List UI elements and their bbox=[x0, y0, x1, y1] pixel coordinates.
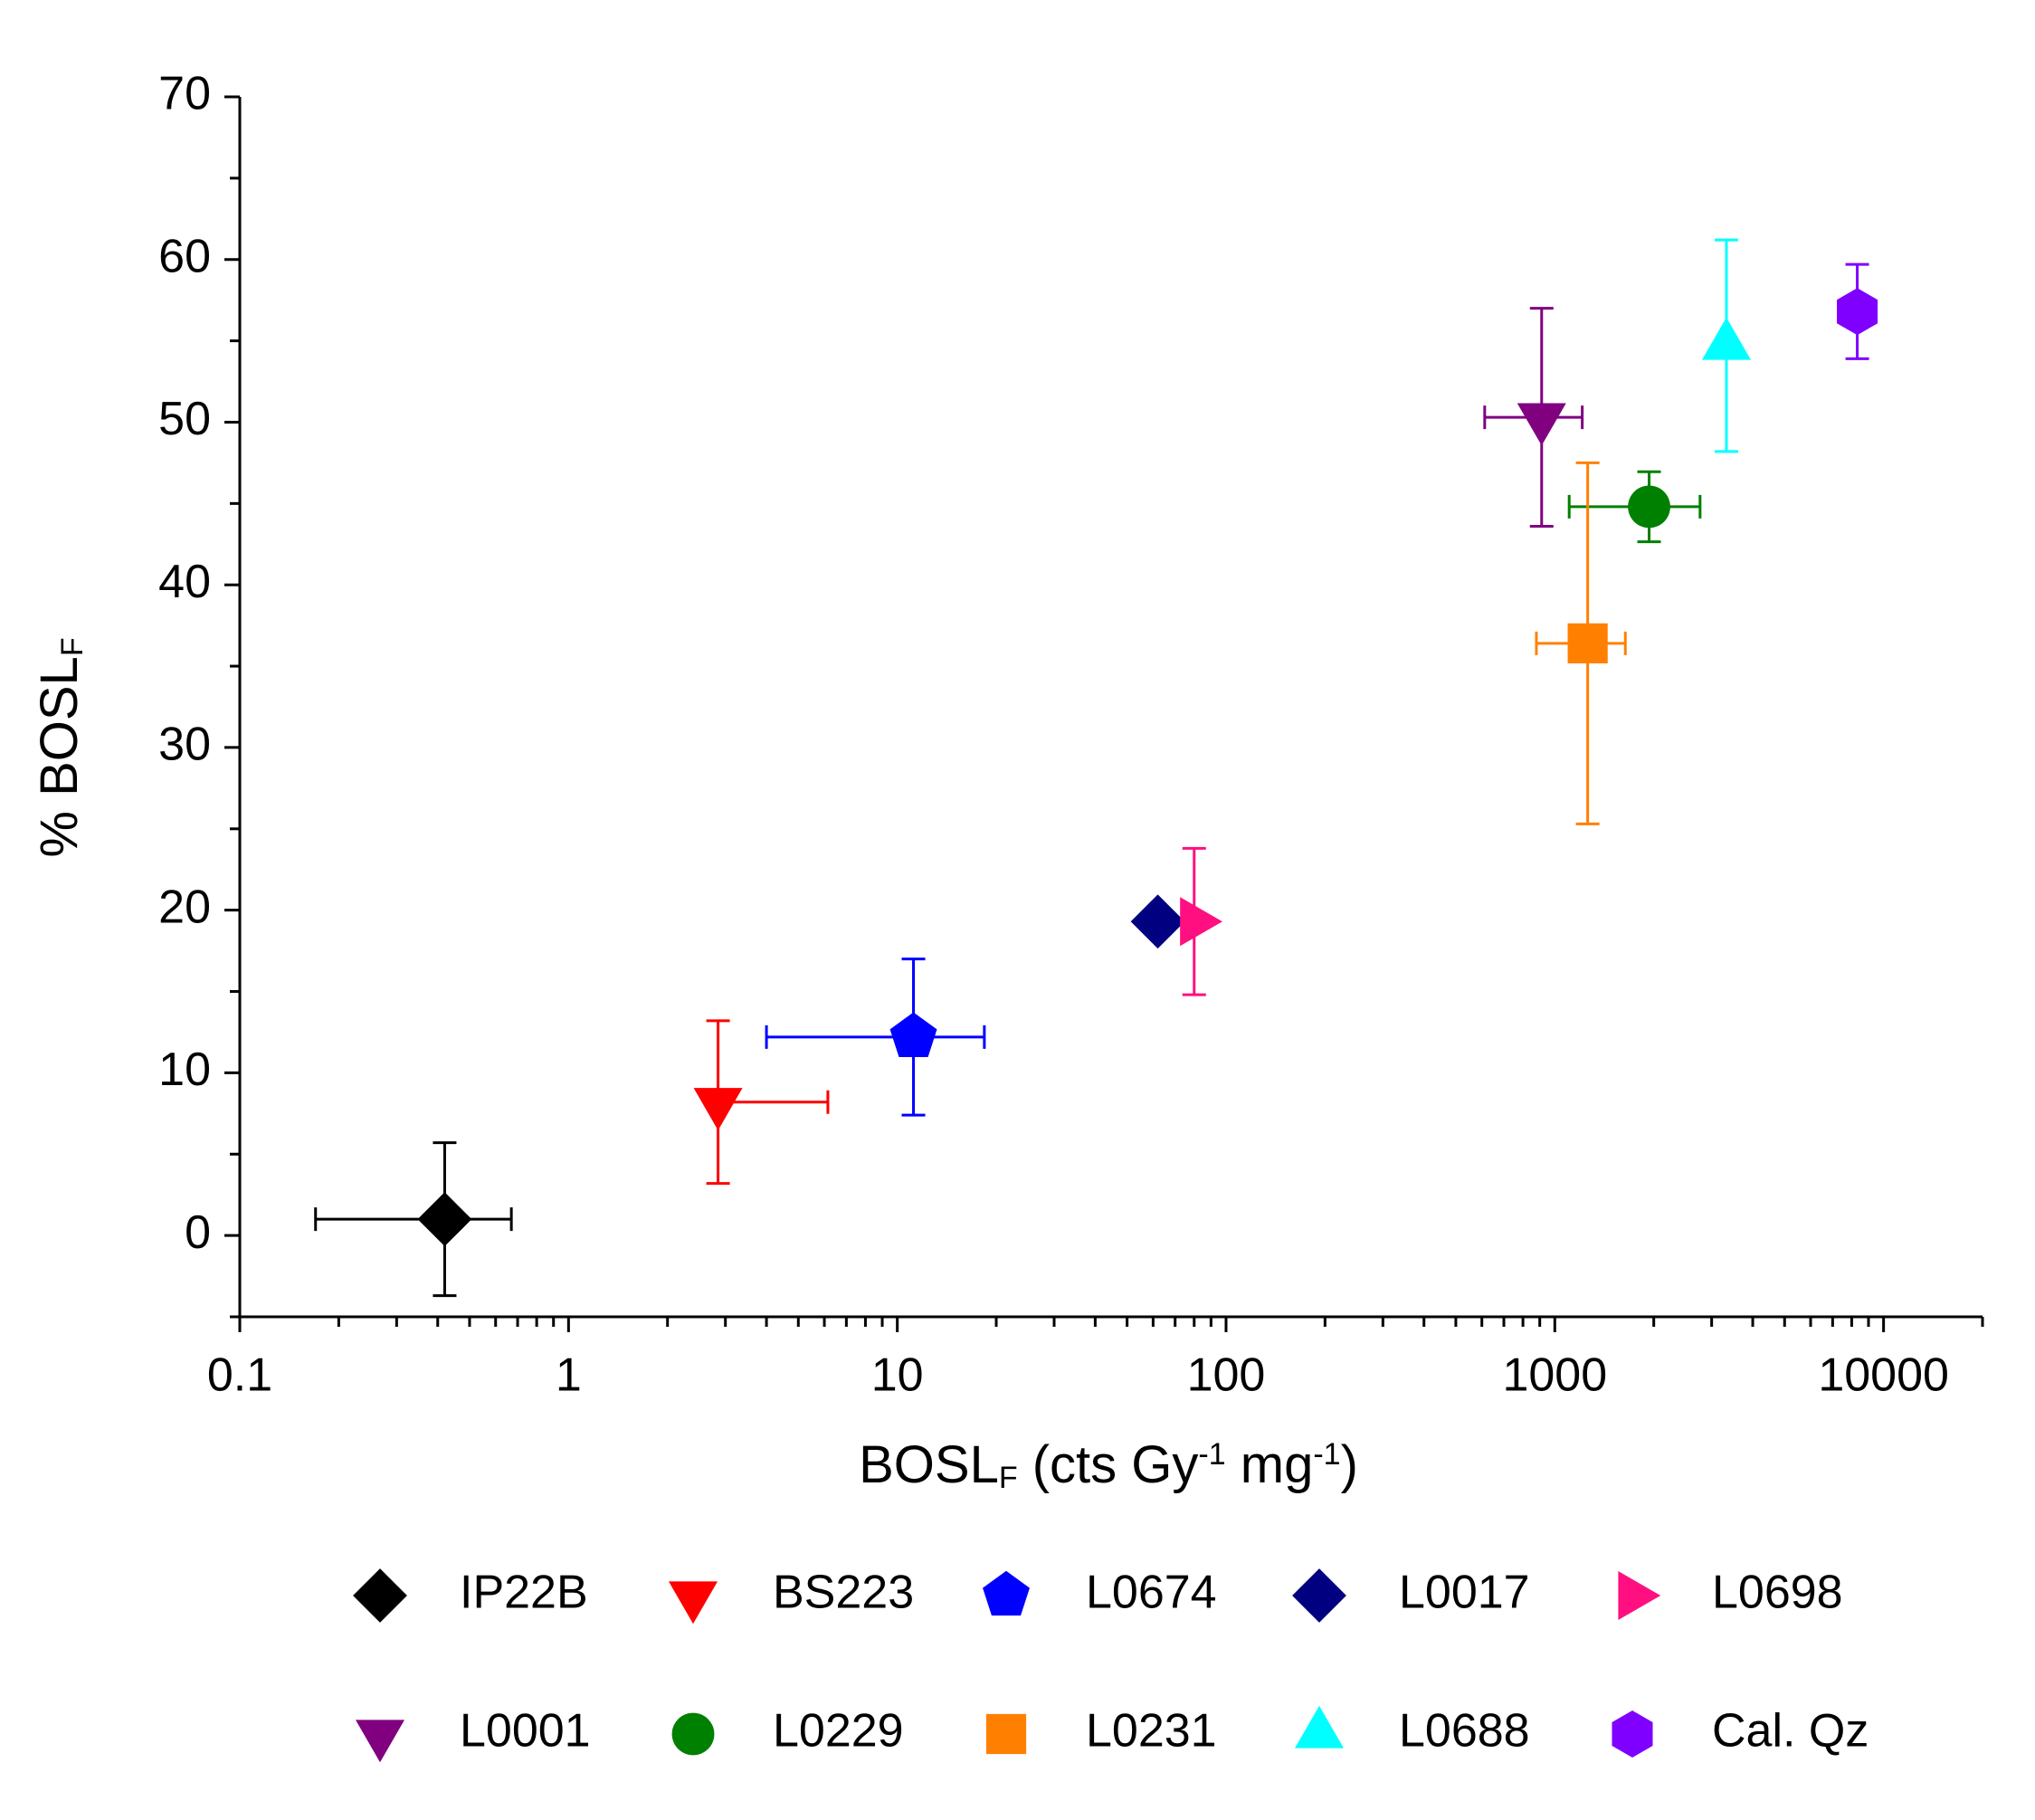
x-tick-label: 1 bbox=[556, 1349, 582, 1402]
y-tick-label: 50 bbox=[158, 393, 211, 445]
legend-marker bbox=[1618, 1570, 1661, 1621]
axis-title-part: ) bbox=[1341, 1435, 1358, 1494]
legend-label: L0674 bbox=[1086, 1567, 1217, 1619]
legend-marker bbox=[1612, 1710, 1653, 1758]
legend-label: L0698 bbox=[1712, 1567, 1843, 1619]
point bbox=[1130, 894, 1185, 949]
axis-title-part: F bbox=[55, 637, 90, 656]
y-tick-label: 10 bbox=[158, 1043, 211, 1096]
axis-title-part: % BOSL bbox=[30, 656, 89, 857]
x-axis-title: BOSLF (cts Gy-1 mg-1) bbox=[859, 1435, 1358, 1495]
legend-marker bbox=[985, 1713, 1027, 1755]
axis-title-part: mg bbox=[1226, 1435, 1314, 1494]
axis-title-part: -1 bbox=[1313, 1437, 1340, 1472]
legend-label: IP22B bbox=[460, 1567, 588, 1619]
legend-label: BS223 bbox=[773, 1567, 914, 1619]
y-tick-label: 0 bbox=[185, 1206, 211, 1259]
legend-label: L0001 bbox=[460, 1705, 591, 1758]
point bbox=[1701, 317, 1751, 360]
y-tick-label: 30 bbox=[158, 719, 211, 771]
legend-marker bbox=[671, 1712, 715, 1756]
legend-marker bbox=[983, 1570, 1030, 1616]
point bbox=[693, 1088, 743, 1130]
legend-label: L0231 bbox=[1086, 1705, 1217, 1758]
legend-marker bbox=[353, 1568, 407, 1623]
point bbox=[889, 1012, 937, 1057]
point bbox=[1628, 485, 1670, 529]
x-tick-label: 10000 bbox=[1818, 1349, 1949, 1402]
point bbox=[1567, 623, 1608, 664]
y-tick-label: 70 bbox=[158, 68, 211, 120]
axis-title-part: BOSL bbox=[859, 1435, 999, 1494]
point bbox=[1180, 897, 1222, 947]
axis-title-part: (cts Gy bbox=[1018, 1435, 1199, 1494]
legend-label: L0229 bbox=[773, 1705, 904, 1758]
x-error-bar bbox=[314, 1207, 513, 1232]
x-error-bar bbox=[718, 1090, 830, 1114]
point bbox=[1837, 288, 1878, 336]
legend-label: Cal. Qz bbox=[1712, 1705, 1869, 1758]
legend-label: L0017 bbox=[1399, 1567, 1530, 1619]
legend-marker bbox=[1292, 1568, 1346, 1623]
legend-marker bbox=[668, 1581, 718, 1625]
y-tick-label: 60 bbox=[158, 230, 211, 282]
axis-title-part: F bbox=[999, 1461, 1018, 1495]
point bbox=[417, 1192, 472, 1247]
point bbox=[1517, 403, 1566, 446]
axis-title-part: -1 bbox=[1198, 1437, 1225, 1472]
y-tick-label: 20 bbox=[158, 881, 211, 933]
x-tick-label: 100 bbox=[1187, 1349, 1266, 1402]
legend-marker bbox=[1294, 1705, 1345, 1749]
x-tick-label: 0.1 bbox=[207, 1349, 272, 1402]
y-tick-label: 40 bbox=[158, 556, 211, 608]
y-axis-title: % BOSLF bbox=[30, 637, 90, 857]
legend-label: L0688 bbox=[1399, 1705, 1530, 1758]
x-tick-label: 1000 bbox=[1502, 1349, 1607, 1402]
x-error-bar bbox=[765, 1024, 986, 1049]
x-tick-label: 10 bbox=[871, 1349, 924, 1402]
legend-marker bbox=[355, 1720, 405, 1763]
